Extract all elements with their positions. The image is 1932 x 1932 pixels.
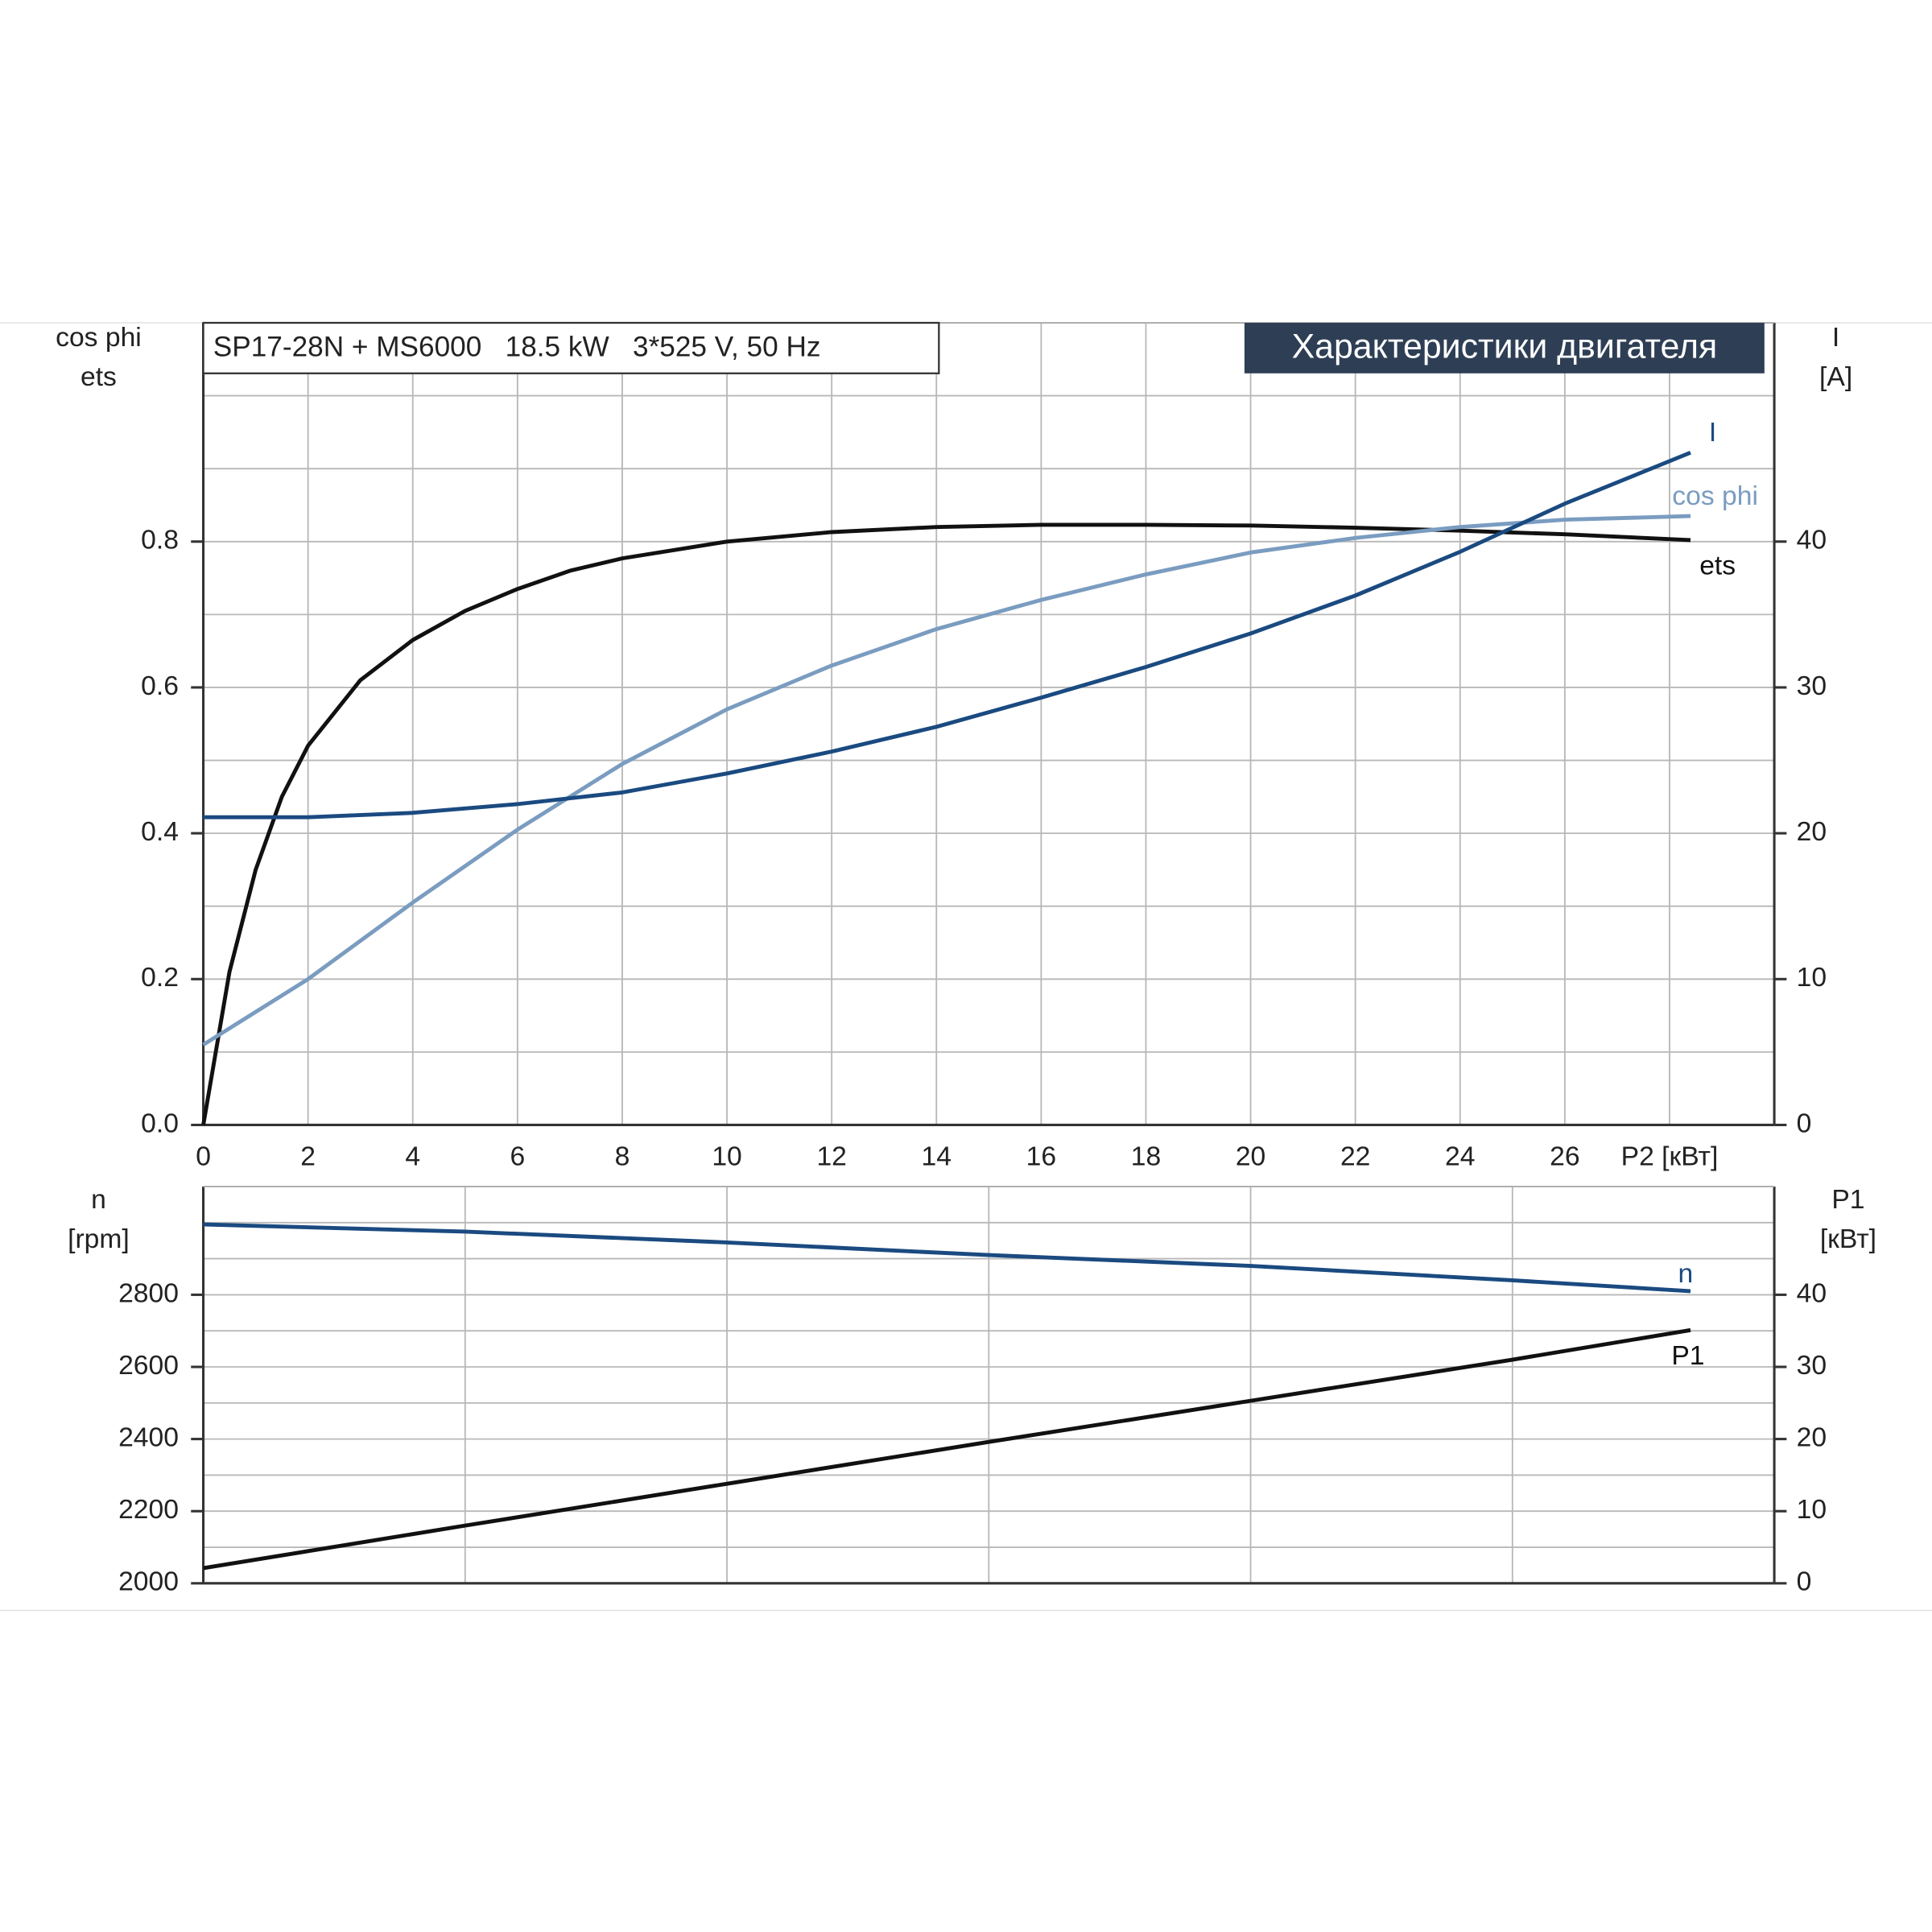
series-line xyxy=(202,514,1691,1046)
x-tick-label: 16 xyxy=(1026,1142,1056,1172)
x-tick-label: 20 xyxy=(1236,1142,1265,1172)
series-line xyxy=(203,450,1691,819)
series-label: n xyxy=(1678,1259,1694,1289)
y2-tick-label: 10 xyxy=(1797,1495,1827,1525)
y-tick-label: 2000 xyxy=(118,1567,179,1597)
title-box xyxy=(202,321,940,374)
y-axis-title: n xyxy=(91,1185,106,1215)
badge: Характеристики двигателя xyxy=(1292,327,1718,365)
series-line xyxy=(203,1327,1691,1571)
x-tick-label: 18 xyxy=(1131,1142,1161,1172)
series-label: I xyxy=(1709,418,1716,448)
y2-tick-label: 40 xyxy=(1797,1278,1827,1308)
y-tick-label: 0.0 xyxy=(141,1108,179,1138)
x-tick-label: 14 xyxy=(922,1142,952,1172)
y-axis-title: cos phi xyxy=(56,323,142,353)
y-axis-title: [rpm] xyxy=(68,1224,130,1254)
x-tick-label: 10 xyxy=(712,1142,741,1172)
y-tick-label: 0.8 xyxy=(141,526,179,555)
x-tick-label: 24 xyxy=(1445,1142,1475,1172)
y2-tick-label: 30 xyxy=(1797,671,1827,701)
y2-tick-label: 30 xyxy=(1797,1351,1827,1381)
x-tick-label: 26 xyxy=(1550,1142,1579,1172)
x-tick-label: P2 [кВт] xyxy=(1621,1142,1719,1172)
plots: 0 2 4 6 8 10 12 14 16 18 20 22 24 26 P2 [кВт]0.00.20.4… xyxy=(118,322,1827,1597)
x-tick-label: 0 xyxy=(196,1142,211,1172)
chart-title: SP17-28N + MS6000 18.5 kW 3*525 V, 50 Hz xyxy=(213,331,821,362)
y2-tick-label: 20 xyxy=(1797,1423,1827,1453)
badge-box xyxy=(1244,323,1765,374)
y-tick-label: 2800 xyxy=(118,1278,179,1308)
y2-axis-title: [кВт] xyxy=(1820,1224,1876,1254)
y-tick-label: 0.4 xyxy=(141,817,179,847)
y2-axis-title: P1 xyxy=(1831,1185,1864,1215)
y2-tick-label: 0 xyxy=(1797,1108,1812,1138)
y2-tick-label: 10 xyxy=(1797,963,1827,993)
y2-tick-label: 20 xyxy=(1797,817,1827,847)
series-line xyxy=(201,522,1691,1125)
y2-tick-label: 40 xyxy=(1797,526,1827,555)
x-tick-label: 8 xyxy=(615,1142,630,1172)
y2-axis-title: I xyxy=(1832,323,1839,353)
y2-axis-title: [A] xyxy=(1819,362,1852,392)
series-label: cos phi xyxy=(1672,481,1758,511)
x-tick-label: 2 xyxy=(300,1142,316,1172)
y-tick-label: 2600 xyxy=(118,1351,179,1381)
x-tick-label: 22 xyxy=(1340,1142,1370,1172)
x-tick-label: 4 xyxy=(405,1142,420,1172)
y-tick-label: 2400 xyxy=(118,1423,179,1453)
x-tick-label: 6 xyxy=(510,1142,525,1172)
y-tick-label: 0.2 xyxy=(141,963,179,993)
y-axis-title: ets xyxy=(80,362,117,392)
x-tick-label: 12 xyxy=(816,1142,846,1172)
series-label: ets xyxy=(1699,551,1736,581)
y-tick-label: 0.6 xyxy=(141,671,179,701)
y2-tick-label: 0 xyxy=(1797,1567,1812,1597)
series-line xyxy=(203,1222,1691,1294)
y-tick-label: 2200 xyxy=(118,1495,179,1525)
series-label: P1 xyxy=(1671,1341,1704,1371)
